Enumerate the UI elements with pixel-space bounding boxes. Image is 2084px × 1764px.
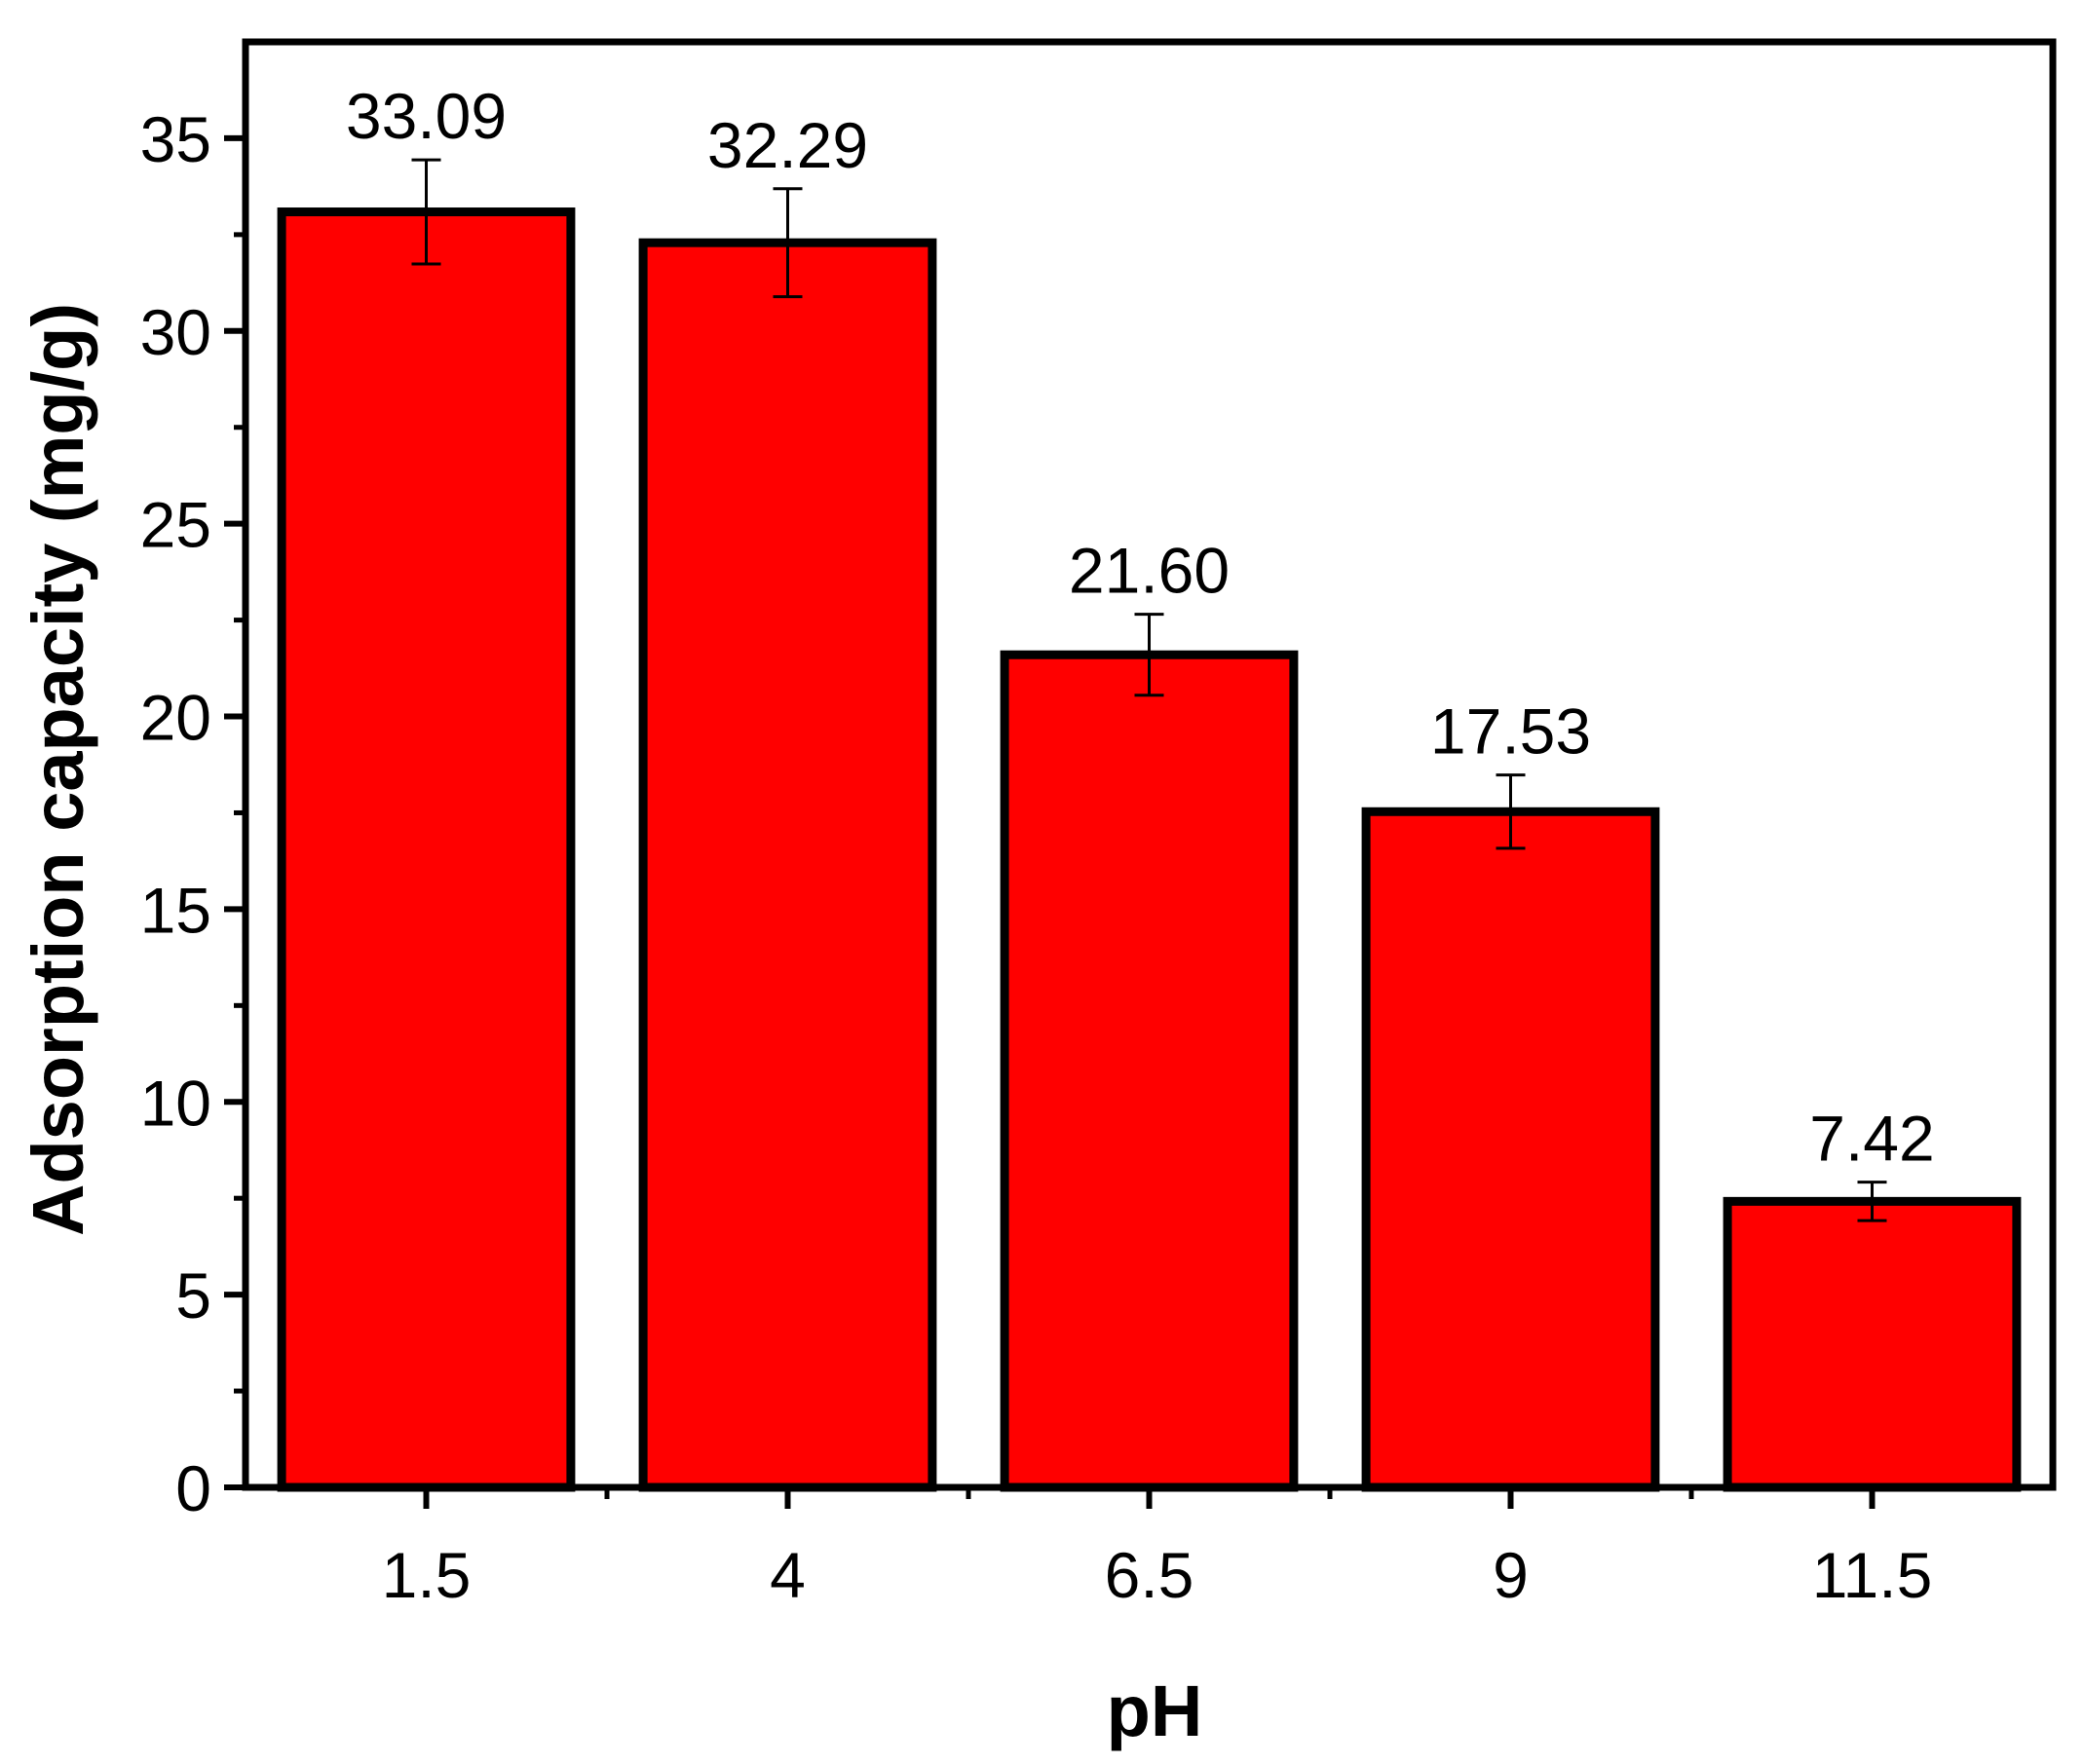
x-axis-title: pH xyxy=(1107,1670,1203,1751)
data-labels: 33.09 32.29 21.60 17.53 7.42 xyxy=(346,80,1935,1174)
x-tick-label: 1.5 xyxy=(382,1539,472,1611)
data-label: 32.29 xyxy=(707,109,868,181)
bars xyxy=(277,207,2022,1492)
y-tick-label: 35 xyxy=(140,103,211,175)
data-label: 7.42 xyxy=(1809,1103,1934,1175)
y-tick-label: 0 xyxy=(175,1452,211,1524)
y-axis-title: Adsorption capacity (mg/g) xyxy=(18,303,98,1236)
y-tick-label: 25 xyxy=(140,489,211,561)
x-tick-label: 9 xyxy=(1493,1539,1529,1611)
data-label: 21.60 xyxy=(1069,535,1230,607)
bar xyxy=(1361,807,1660,1492)
data-label: 17.53 xyxy=(1430,695,1591,768)
y-tick-label: 10 xyxy=(140,1067,211,1139)
bar xyxy=(1723,1196,2022,1492)
error-bars xyxy=(411,158,1887,1222)
bar xyxy=(638,238,937,1492)
y-tick-label: 15 xyxy=(140,874,211,946)
x-tick-label: 4 xyxy=(770,1539,806,1611)
x-tick-label: 6.5 xyxy=(1105,1539,1194,1611)
x-tick-label: 11.5 xyxy=(1812,1539,1933,1611)
bar xyxy=(277,207,576,1492)
axis-ticks: 0 5 10 15 20 25 30 35 1.5 4 6.5 9 11.5 xyxy=(140,103,1933,1611)
y-tick-label: 20 xyxy=(140,682,211,754)
y-tick-label: 30 xyxy=(140,296,211,368)
data-label: 33.09 xyxy=(346,80,507,152)
bar xyxy=(1000,650,1299,1492)
y-tick-label: 5 xyxy=(175,1259,211,1332)
